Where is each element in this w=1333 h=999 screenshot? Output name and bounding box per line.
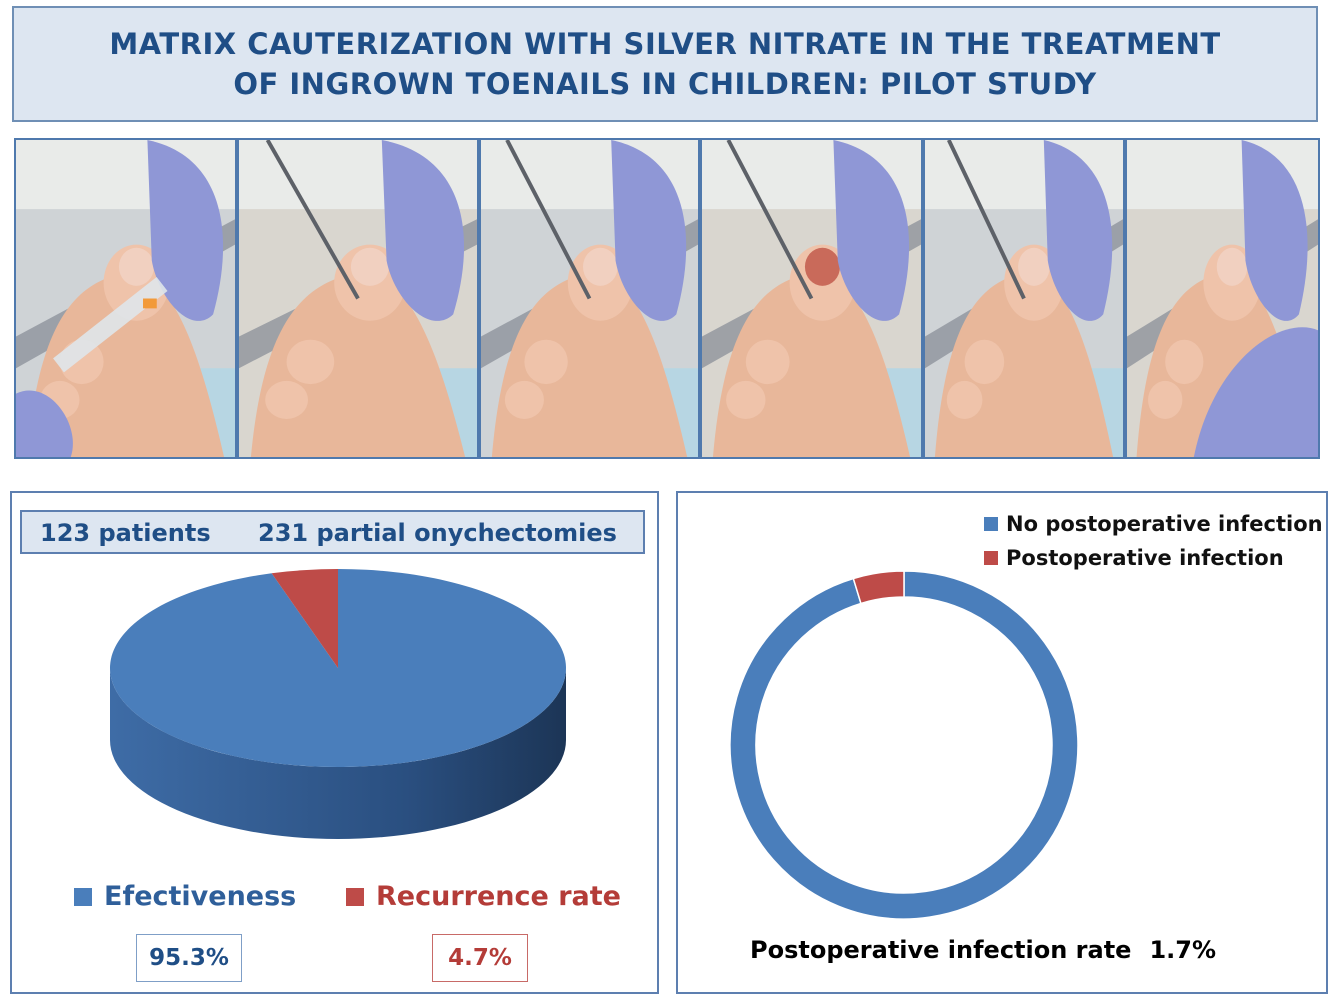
infection-rate-value: 1.7% [1149,936,1217,964]
pie-side-wall [110,668,566,839]
pie-slice-recurrence [271,569,338,668]
infection-label: Postoperative infection [1006,546,1284,570]
anesthetic-injection-photo [14,138,237,459]
recurrence-panel: 123 patients 231 partial onychectomies E… [10,491,659,994]
partial-avulsion-photo [700,138,923,459]
recurrence-label: Recurrence rate [376,881,621,912]
infection-panel: No postoperative infection Postoperative… [676,491,1328,994]
efectiveness-swatch [74,887,92,906]
patients-count: 123 patients [40,519,211,547]
no-infection-swatch [984,517,998,531]
title-line-1: MATRIX CAUTERIZATION WITH SILVER NITRATE… [109,27,1221,61]
legend-item-no-infection: No postoperative infection [984,512,1323,536]
recurrence-value-box: 4.7% [432,934,528,982]
study-stats-box: 123 patients 231 partial onychectomies [20,510,645,554]
recurrence-swatch [346,887,364,906]
infection-swatch [984,551,998,565]
procedure-photo-strip [14,138,1320,459]
procedures-count: 231 partial onychectomies [258,519,617,547]
nail-cutting-photo [479,138,700,459]
legend-item-infection: Postoperative infection [984,546,1284,570]
nail-lifting-photo [237,138,479,459]
legend-item-efectiveness: Efectiveness [74,881,296,912]
final-result-photo [1125,138,1320,459]
no-infection-label: No postoperative infection [1006,512,1323,536]
infection-rate-text: Postoperative infection rate [750,936,1132,964]
donut-slice-infection [852,570,905,605]
title-banner: MATRIX CAUTERIZATION WITH SILVER NITRATE… [12,6,1318,122]
silver-nitrate-application-photo [923,138,1125,459]
infection-rate-label: Postoperative infection rate 1.7% [750,936,1216,964]
pie-slice-efectiveness [110,569,567,767]
donut-slice-no-infection [729,570,1079,920]
effectiveness-value-box: 95.3% [136,934,242,982]
infection-donut-chart [729,570,1079,920]
effectiveness-pie-chart [110,569,567,839]
title-line-2: OF INGROWN TOENAILS IN CHILDREN: PILOT S… [233,67,1097,101]
legend-item-recurrence: Recurrence rate [346,881,621,912]
efectiveness-label: Efectiveness [104,881,297,912]
